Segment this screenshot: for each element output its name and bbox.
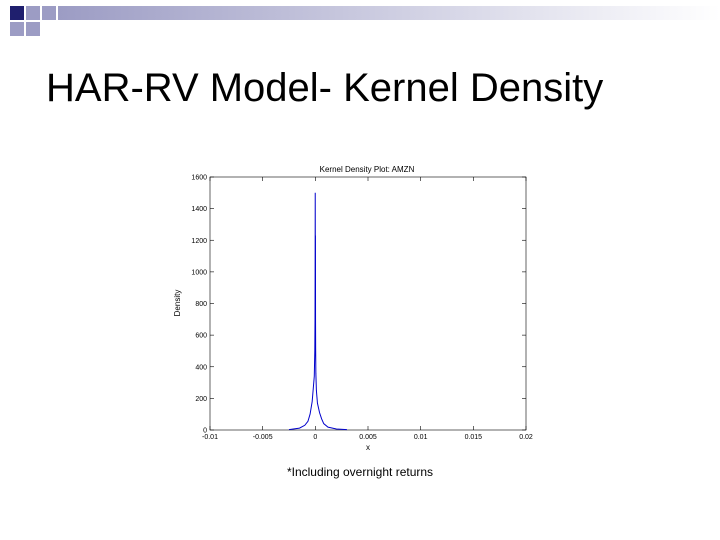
y-tick-label: 1400: [191, 206, 207, 213]
y-tick-label: 1000: [191, 269, 207, 276]
deco-square-light: [10, 22, 24, 36]
chart-title: Kernel Density Plot: AMZN: [320, 165, 415, 174]
deco-square-light: [42, 6, 56, 20]
y-axis-label: Density: [173, 290, 182, 317]
y-tick-label: 0: [203, 428, 207, 435]
x-tick-label: -0.01: [202, 434, 218, 441]
y-tick-label: 600: [195, 333, 207, 340]
corner-squares-decoration: [10, 6, 720, 36]
deco-fade-bar: [58, 6, 720, 20]
x-tick-label: 0.02: [519, 434, 533, 441]
y-tick-label: 1200: [191, 238, 207, 245]
y-tick-label: 1600: [191, 175, 207, 182]
footnote: *Including overnight returns: [286, 465, 434, 479]
y-tick-label: 200: [195, 396, 207, 403]
y-tick-label: 400: [195, 364, 207, 371]
deco-square-light: [26, 22, 40, 36]
x-tick-label: -0.005: [253, 434, 273, 441]
x-tick-label: 0: [313, 434, 317, 441]
slide-title: HAR-RV Model- Kernel Density: [46, 66, 604, 110]
y-tick-label: 800: [195, 301, 207, 308]
y-axis-ticks: 0 200 400 600 800 1000 1200 1400 1600: [191, 175, 526, 435]
plot-frame: [209, 176, 527, 431]
x-axis-ticks: -0.01 -0.005 0 0.005 0.01 0.015 0.02: [202, 177, 533, 441]
x-axis-label: x: [366, 443, 370, 452]
x-tick-label: 0.015: [465, 434, 483, 441]
density-series-line: [288, 192, 347, 431]
deco-square-light: [26, 6, 40, 20]
kernel-density-chart: Kernel Density Plot: AMZN 0 200 400 600 800 1…: [173, 165, 533, 452]
x-tick-label: 0.005: [359, 434, 377, 441]
x-tick-label: 0.01: [414, 434, 428, 441]
deco-square-dark: [10, 6, 24, 20]
